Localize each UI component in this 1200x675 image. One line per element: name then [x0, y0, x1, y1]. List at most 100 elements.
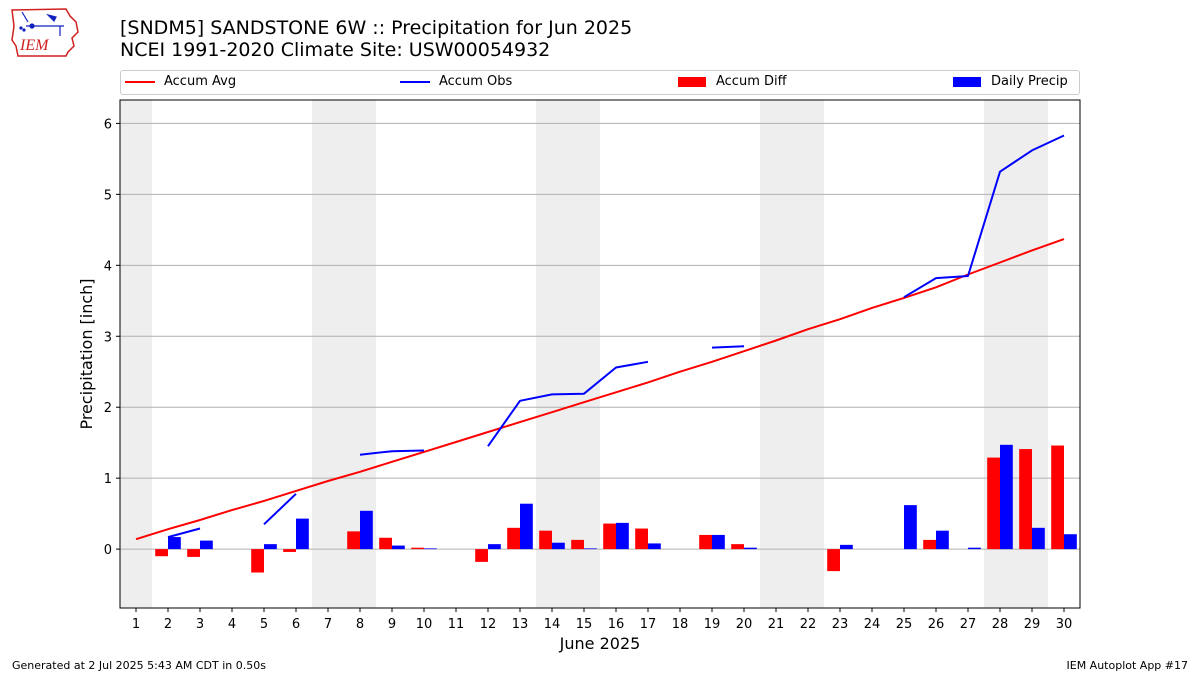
x-tick-label: 15: [576, 617, 593, 632]
daily-precip-bar: [1064, 534, 1077, 550]
weekend-band: [760, 100, 792, 608]
accum-diff-bar: [379, 537, 392, 550]
x-tick-label: 27: [960, 617, 977, 632]
y-tick-label: 2: [104, 401, 112, 416]
y-tick-label: 5: [104, 188, 112, 203]
daily-precip-bar: [616, 522, 629, 550]
accum-diff-bar: [731, 544, 744, 550]
accum-diff-bar: [571, 539, 584, 550]
weekend-band: [1016, 100, 1048, 608]
accum-diff-bar: [635, 528, 648, 550]
x-tick-label: 18: [672, 617, 689, 632]
x-tick-label: 11: [448, 617, 465, 632]
accum-diff-bar: [475, 549, 488, 562]
chart-title: [SNDM5] SANDSTONE 6W :: Precipitation fo…: [120, 17, 633, 39]
x-tick-label: 12: [480, 617, 497, 632]
daily-precip-bar: [360, 510, 373, 550]
weekend-band: [536, 100, 568, 608]
daily-precip-bar: [200, 540, 213, 550]
legend-swatch-accum-obs: [400, 80, 430, 83]
y-tick-label: 4: [104, 259, 112, 274]
legend-label-accum-avg: Accum Avg: [164, 74, 237, 89]
weekend-band: [120, 100, 152, 608]
daily-precip-bar: [968, 547, 981, 550]
weekend-band: [312, 100, 344, 608]
y-tick-label: 6: [104, 117, 112, 132]
daily-precip-bar: [1032, 527, 1045, 550]
x-tick-label: 22: [800, 617, 817, 632]
accum-diff-bar: [539, 530, 552, 550]
accum-avg-line: [135, 238, 1065, 541]
accum-diff-bar: [251, 549, 264, 573]
x-tick-label: 14: [544, 617, 561, 632]
footer-generated-text: Generated at 2 Jul 2025 5:43 AM CDT in 0…: [12, 659, 266, 672]
logo-text: IEM: [19, 37, 50, 54]
accum-diff-bar: [155, 549, 168, 557]
daily-precip-bar: [392, 545, 405, 550]
weekend-band: [568, 100, 600, 608]
daily-precip-bar: [1000, 444, 1013, 550]
weekend-band: [344, 100, 376, 608]
footer-app-text: IEM Autoplot App #17: [1066, 659, 1189, 672]
daily-precip-bar: [424, 548, 437, 550]
daily-precip-bar: [296, 518, 309, 550]
accum-diff-bar: [411, 547, 424, 550]
x-tick-label: 2: [164, 617, 172, 632]
x-tick-label: 28: [992, 617, 1009, 632]
accum-diff-bar: [699, 534, 712, 550]
accum-obs-line: [487, 360, 649, 447]
accum-obs-line: [903, 134, 1065, 299]
daily-precip-bar: [584, 548, 597, 550]
x-tick-label: 17: [640, 617, 657, 632]
accum-obs-line: [167, 527, 201, 539]
x-tick-label: 21: [768, 617, 785, 632]
legend-daily-precip: Daily Precip: [953, 74, 1068, 89]
legend-accum-diff: Accum Diff: [678, 74, 787, 89]
x-tick-label: 30: [1056, 617, 1073, 632]
accum-diff-bar: [347, 531, 360, 550]
accum-diff-bar: [923, 539, 936, 550]
x-tick-label: 5: [260, 617, 268, 632]
x-tick-label: 9: [388, 617, 396, 632]
x-tick-label: 16: [608, 617, 625, 632]
x-tick-label: 13: [512, 617, 529, 632]
accum-obs-line: [711, 345, 745, 349]
x-tick-label: 23: [832, 617, 849, 632]
accum-diff-bar: [187, 549, 200, 557]
x-tick-label: 20: [736, 617, 753, 632]
weekend-band: [792, 100, 824, 608]
x-tick-label: 1: [132, 617, 140, 632]
x-axis-label: June 2025: [559, 634, 641, 653]
accum-obs-line: [263, 493, 297, 526]
daily-precip-bar: [936, 530, 949, 550]
weather-instruments-icon: [19, 11, 64, 36]
daily-precip-bar: [552, 542, 565, 550]
chart-legend: Accum Avg Accum Obs Accum Diff Daily Pre…: [120, 70, 1080, 95]
legend-swatch-accum-diff: [678, 76, 706, 87]
weekend-band: [984, 100, 1016, 608]
daily-precip-bar: [520, 503, 533, 550]
accum-diff-bar: [1051, 445, 1064, 550]
x-tick-label: 8: [356, 617, 364, 632]
legend-label-daily-precip: Daily Precip: [991, 74, 1068, 89]
x-tick-label: 3: [196, 617, 204, 632]
legend-label-accum-diff: Accum Diff: [716, 74, 787, 89]
daily-precip-bar: [904, 505, 917, 550]
legend-swatch-daily-precip: [953, 76, 981, 87]
iowa-outline-icon: [11, 8, 79, 57]
x-tick-label: 19: [704, 617, 721, 632]
x-tick-label: 25: [896, 617, 913, 632]
legend-label-accum-obs: Accum Obs: [439, 74, 513, 89]
y-tick-label: 3: [104, 330, 112, 345]
x-tick-label: 10: [416, 617, 433, 632]
x-tick-label: 24: [864, 617, 881, 632]
daily-precip-bar: [840, 544, 853, 550]
accum-diff-bar: [507, 527, 520, 550]
accum-obs-line: [359, 449, 425, 456]
accum-diff-bar: [283, 549, 296, 552]
plot-frame: [119, 99, 1081, 609]
daily-precip-bar: [168, 537, 181, 550]
x-tick-label: 7: [324, 617, 332, 632]
x-tick-label: 4: [228, 617, 236, 632]
